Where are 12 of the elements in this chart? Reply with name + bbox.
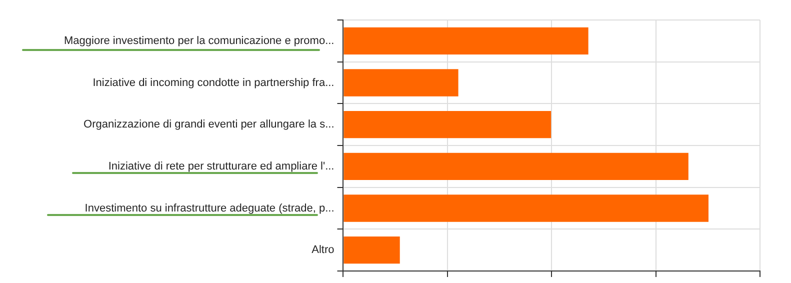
bar [344, 27, 588, 55]
y-tick-label: Organizzazione di grandi eventi per allungare la s... [84, 118, 334, 131]
bar [344, 152, 688, 180]
bar [344, 236, 400, 264]
bar [344, 69, 458, 96]
y-tick-label: Maggiore investimento per la comunicazione e promo... [64, 34, 334, 47]
y-tick-label: Iniziative di incoming condotte in partnership fra... [92, 76, 334, 89]
y-tick-label: Iniziative di rete per strutturare ed ampliare l'... [108, 160, 334, 172]
bar [344, 110, 552, 138]
y-tick-label: Altro [312, 244, 334, 256]
bar [344, 194, 708, 222]
y-tick-label: Investimento su infrastrutture adeguate (strade, p... [84, 202, 334, 214]
